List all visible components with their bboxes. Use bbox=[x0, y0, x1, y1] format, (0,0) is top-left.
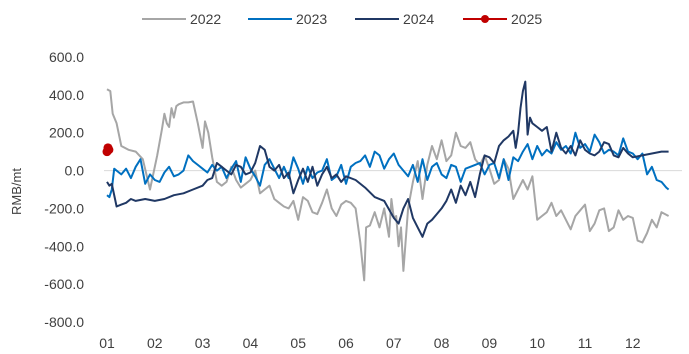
legend-label-2025: 2025 bbox=[511, 11, 542, 27]
series-point-2025 bbox=[104, 145, 114, 155]
legend-label-2023: 2023 bbox=[296, 11, 327, 27]
legend-label-2022: 2022 bbox=[190, 11, 221, 27]
x-tick-label: 10 bbox=[529, 335, 545, 351]
y-tick-label: -200.0 bbox=[44, 200, 84, 216]
x-axis: 01 02 03 04 05 06 07 08 09 10 11 12 bbox=[99, 335, 641, 351]
x-tick-label: 02 bbox=[147, 335, 163, 351]
series-line-2023 bbox=[106, 131, 670, 199]
x-tick-label: 08 bbox=[434, 335, 450, 351]
y-axis-title: RMB/mt bbox=[9, 168, 24, 215]
x-tick-label: 03 bbox=[195, 335, 211, 351]
y-tick-label: 600.0 bbox=[49, 49, 84, 65]
x-tick-label: 12 bbox=[625, 335, 641, 351]
x-tick-label: 04 bbox=[243, 335, 259, 351]
legend-label-2024: 2024 bbox=[403, 11, 434, 27]
y-axis: 600.0 400.0 200.0 0.0 -200.0 -400.0 -600.0 -800… bbox=[44, 49, 84, 330]
x-tick-label: 01 bbox=[99, 335, 115, 351]
y-tick-label: 400.0 bbox=[49, 87, 84, 103]
y-axis-title-group: RMB/mt bbox=[9, 168, 24, 215]
x-tick-label: 09 bbox=[482, 335, 498, 351]
y-tick-label: 0.0 bbox=[65, 163, 85, 179]
x-tick-label: 11 bbox=[578, 335, 593, 351]
legend: 2022 2023 2024 2025 bbox=[142, 11, 542, 27]
x-tick-label: 07 bbox=[386, 335, 402, 351]
y-tick-label: -800.0 bbox=[44, 314, 84, 330]
x-tick-label: 05 bbox=[290, 335, 306, 351]
x-tick-label: 06 bbox=[338, 335, 354, 351]
y-tick-label: -400.0 bbox=[44, 238, 84, 254]
y-tick-label: -600.0 bbox=[44, 276, 84, 292]
y-tick-label: 200.0 bbox=[49, 125, 84, 141]
series-line-2024 bbox=[106, 80, 669, 238]
legend-marker-2025 bbox=[481, 15, 489, 23]
series-line-2022 bbox=[106, 88, 670, 282]
series-group bbox=[102, 80, 670, 282]
